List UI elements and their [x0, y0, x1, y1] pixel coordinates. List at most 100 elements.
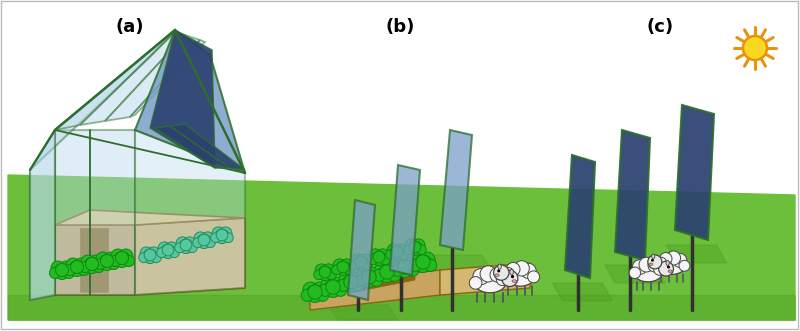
Circle shape — [654, 264, 666, 275]
Circle shape — [333, 259, 346, 271]
Circle shape — [318, 266, 332, 281]
Circle shape — [358, 254, 371, 266]
Circle shape — [511, 275, 514, 278]
Polygon shape — [80, 32, 185, 125]
Polygon shape — [30, 30, 175, 170]
Ellipse shape — [634, 262, 662, 282]
Circle shape — [94, 261, 105, 272]
Polygon shape — [440, 263, 530, 295]
Circle shape — [140, 247, 153, 260]
Circle shape — [81, 255, 95, 269]
Circle shape — [416, 255, 430, 269]
Circle shape — [425, 259, 437, 271]
Circle shape — [391, 246, 403, 258]
Circle shape — [84, 258, 100, 273]
Circle shape — [99, 255, 115, 270]
Circle shape — [666, 251, 681, 265]
Circle shape — [219, 227, 232, 240]
Circle shape — [223, 233, 234, 243]
Circle shape — [629, 267, 641, 279]
Circle shape — [308, 285, 322, 299]
Circle shape — [490, 267, 504, 282]
Circle shape — [115, 252, 129, 264]
Circle shape — [494, 265, 509, 280]
Polygon shape — [371, 280, 441, 295]
Circle shape — [351, 254, 364, 266]
Circle shape — [63, 267, 74, 278]
Circle shape — [344, 275, 358, 289]
Ellipse shape — [498, 264, 502, 269]
Circle shape — [104, 252, 118, 266]
Circle shape — [362, 270, 376, 284]
Polygon shape — [565, 155, 595, 278]
Polygon shape — [155, 126, 230, 168]
Circle shape — [387, 244, 400, 257]
Circle shape — [420, 252, 435, 267]
Polygon shape — [328, 305, 398, 320]
Circle shape — [393, 257, 408, 272]
Polygon shape — [150, 30, 215, 168]
Circle shape — [170, 248, 179, 258]
Circle shape — [214, 229, 230, 244]
Circle shape — [119, 249, 133, 263]
Circle shape — [319, 284, 331, 296]
Circle shape — [202, 232, 214, 245]
Circle shape — [322, 264, 335, 276]
Ellipse shape — [474, 271, 506, 293]
Circle shape — [473, 268, 489, 285]
Circle shape — [334, 284, 346, 296]
Circle shape — [673, 253, 687, 267]
Circle shape — [496, 273, 509, 286]
Circle shape — [360, 270, 378, 287]
Circle shape — [380, 265, 394, 279]
Circle shape — [414, 255, 432, 272]
Circle shape — [50, 267, 61, 278]
Circle shape — [79, 261, 90, 272]
Polygon shape — [615, 130, 650, 260]
Circle shape — [502, 270, 518, 287]
Polygon shape — [55, 130, 135, 295]
Polygon shape — [553, 283, 613, 301]
Circle shape — [326, 270, 336, 280]
Circle shape — [409, 241, 421, 253]
Circle shape — [648, 259, 661, 272]
Circle shape — [378, 265, 396, 282]
Circle shape — [376, 249, 389, 261]
Polygon shape — [55, 30, 175, 130]
Circle shape — [123, 256, 134, 266]
Circle shape — [370, 274, 382, 286]
Polygon shape — [348, 200, 375, 300]
Circle shape — [89, 255, 103, 269]
Circle shape — [306, 285, 324, 303]
Circle shape — [86, 258, 98, 270]
Circle shape — [109, 259, 119, 269]
Polygon shape — [666, 245, 726, 263]
Circle shape — [179, 239, 194, 254]
Polygon shape — [422, 255, 491, 270]
Circle shape — [355, 274, 367, 286]
Circle shape — [216, 229, 228, 241]
Circle shape — [528, 271, 539, 283]
Circle shape — [372, 251, 386, 265]
Circle shape — [404, 245, 414, 255]
Circle shape — [326, 280, 340, 294]
Polygon shape — [80, 228, 108, 292]
Circle shape — [391, 264, 403, 276]
Circle shape — [65, 264, 75, 275]
Ellipse shape — [649, 263, 653, 265]
Circle shape — [162, 244, 174, 256]
Circle shape — [151, 253, 162, 263]
Circle shape — [157, 248, 166, 258]
Circle shape — [667, 265, 670, 268]
Circle shape — [658, 261, 674, 276]
Circle shape — [55, 263, 69, 276]
Circle shape — [303, 282, 318, 298]
Circle shape — [402, 257, 417, 272]
Circle shape — [406, 264, 418, 276]
Circle shape — [194, 232, 206, 245]
Circle shape — [158, 242, 170, 255]
Circle shape — [470, 277, 482, 289]
Circle shape — [521, 263, 536, 279]
Circle shape — [312, 282, 327, 298]
Circle shape — [143, 249, 157, 263]
